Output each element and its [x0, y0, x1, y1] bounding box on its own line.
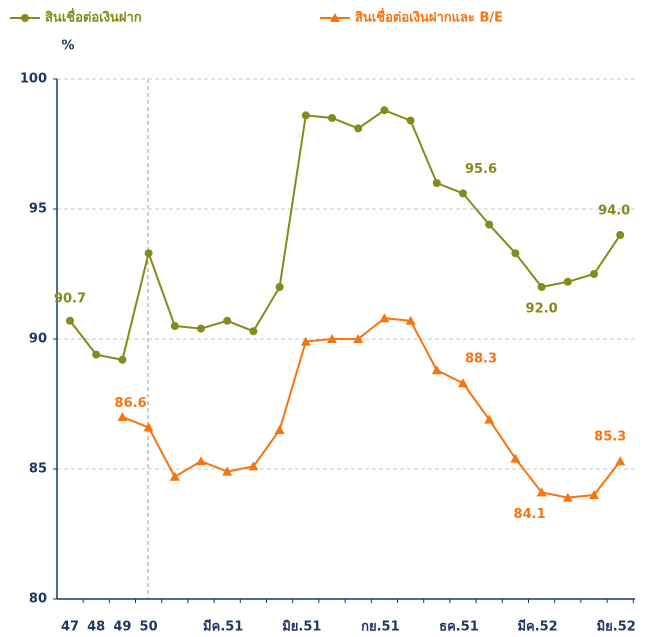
data-point [562, 492, 573, 502]
data-point [380, 106, 389, 115]
data-point [405, 315, 416, 325]
x-tick-label: 47 [61, 620, 79, 635]
legend-label: สินเชื่อต่อเงินฝากและ B/E [355, 8, 503, 26]
data-point [274, 425, 285, 434]
data-point [590, 270, 598, 278]
data-label: 88.3 [465, 352, 497, 367]
x-tick-label: ธค.51 [439, 620, 479, 635]
data-point [589, 490, 599, 499]
series-line [122, 317, 621, 499]
legend-marker [21, 14, 29, 22]
data-point [300, 336, 311, 346]
x-tick-label: มีค.51 [203, 619, 243, 635]
data-point [353, 334, 364, 343]
data-point [170, 322, 179, 330]
data-point [223, 316, 232, 325]
data-point [458, 378, 468, 388]
x-tick-label: 50 [140, 620, 158, 635]
data-point [485, 220, 494, 229]
data-point [66, 316, 74, 325]
data-point [328, 114, 336, 122]
data-point [275, 283, 284, 291]
legend-marker [330, 13, 340, 22]
series-line [69, 109, 622, 361]
y-axis-label: % [61, 39, 74, 54]
data-point [459, 189, 467, 198]
data-point [222, 466, 233, 476]
data-label: 95.6 [465, 162, 497, 177]
data-point [615, 456, 626, 466]
data-point [511, 249, 520, 258]
y-tick-label: 80 [29, 592, 47, 607]
data-label: 92.0 [526, 302, 558, 317]
data-point [484, 414, 495, 424]
data-point [92, 350, 101, 359]
legend-label: สินเชื่อต่อเงินฝาก [45, 8, 142, 26]
data-point [354, 124, 363, 133]
data-point [536, 487, 547, 497]
data-point [432, 179, 441, 187]
data-point [301, 111, 310, 120]
x-tick-label: มิย.52 [597, 620, 636, 635]
data-point [379, 313, 390, 323]
data-point [431, 365, 442, 375]
data-point [537, 283, 546, 291]
data-point [118, 355, 127, 364]
data-label: 84.1 [514, 507, 546, 522]
data-point [406, 116, 415, 125]
x-tick-label: กย.51 [361, 620, 400, 635]
data-point [143, 422, 154, 432]
data-point [196, 456, 206, 466]
data-point [144, 249, 153, 258]
data-label: 94.0 [598, 204, 630, 219]
x-tick-label: 48 [87, 620, 105, 635]
data-point [563, 277, 572, 286]
y-tick-label: 100 [20, 72, 47, 87]
data-point [249, 327, 258, 336]
data-point [510, 453, 521, 463]
data-label: 85.3 [594, 430, 626, 445]
data-point [197, 324, 205, 333]
y-tick-label: 95 [29, 202, 47, 217]
data-point [327, 334, 337, 343]
data-point [248, 461, 259, 471]
data-point [616, 231, 625, 239]
x-tick-label: 49 [113, 620, 131, 635]
y-tick-label: 90 [29, 332, 47, 347]
x-tick-label: มีค.52 [517, 619, 557, 635]
data-point [117, 412, 128, 421]
x-tick-label: มิย.51 [282, 620, 321, 635]
data-label: 90.7 [54, 291, 86, 306]
y-tick-label: 85 [29, 462, 47, 477]
data-label: 86.6 [115, 396, 147, 411]
data-point [169, 471, 180, 481]
